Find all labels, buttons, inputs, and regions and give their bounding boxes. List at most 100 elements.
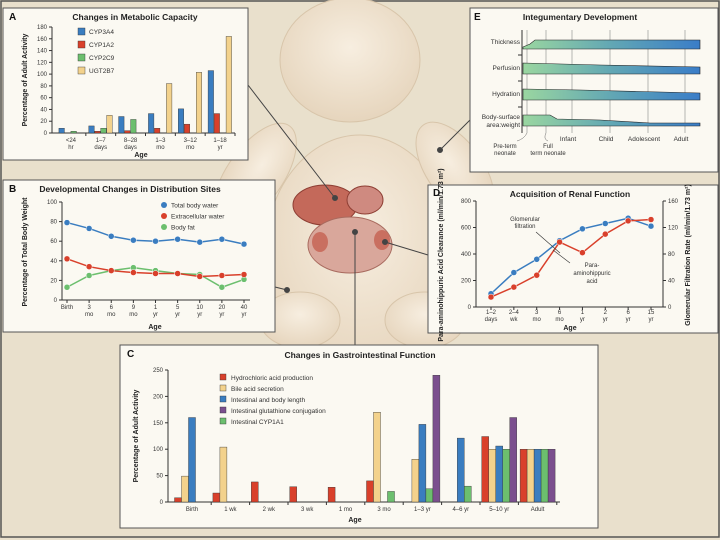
legend-swatch bbox=[77, 66, 86, 75]
y-tick-label: 200 bbox=[461, 279, 472, 285]
y-tick-label-right: 40 bbox=[668, 279, 675, 285]
y-tick-label: 600 bbox=[461, 226, 472, 232]
y-tick-label-right: 80 bbox=[668, 252, 675, 258]
bar-bile-acid-secretion bbox=[373, 412, 381, 503]
legend-swatch bbox=[77, 53, 86, 62]
bar-hydrochloric-acid-production bbox=[519, 449, 528, 503]
y-tick-label: 400 bbox=[461, 252, 472, 258]
x-tick-label: 15 yr bbox=[648, 310, 655, 323]
body-fat-point bbox=[63, 284, 71, 291]
x-tick-label: 8–28 days bbox=[124, 138, 138, 151]
y-tick-label: 40 bbox=[40, 107, 47, 113]
extracellular-water-point bbox=[174, 270, 181, 277]
bar-intestinal-glutathione-conjugation bbox=[547, 449, 556, 503]
kidney-icon bbox=[374, 230, 390, 250]
legend-marker bbox=[161, 202, 167, 208]
annotation-para-aminohippuric-acid: Para-aminohippuric acid bbox=[573, 263, 610, 285]
y-tick-label: 100 bbox=[37, 72, 48, 78]
y-tick-label: 20 bbox=[40, 119, 47, 125]
y-tick-label: 80 bbox=[50, 220, 57, 226]
bar-hydrochloric-acid-production bbox=[289, 486, 297, 503]
body-fat-point bbox=[218, 284, 226, 291]
y-tick-label: 80 bbox=[40, 84, 47, 90]
glomerular-filtration-point bbox=[510, 269, 518, 276]
x-tick-label: 1–3 mo bbox=[155, 138, 166, 151]
panel-label-c: C bbox=[127, 349, 134, 360]
y-axis-label-a: Percentage of Adult Activity bbox=[22, 33, 29, 126]
stage-label: Pre-term neonate bbox=[493, 144, 516, 157]
bar-cyp3a4 bbox=[148, 113, 155, 134]
glomerular-filtration-point bbox=[533, 256, 540, 263]
x-tick-label: <24 hr bbox=[66, 138, 77, 151]
para-aminohippuric-acid-point bbox=[624, 217, 632, 225]
bar-cyp1a2 bbox=[94, 131, 101, 134]
panel-a bbox=[2, 7, 249, 161]
y-tick-label: 60 bbox=[40, 96, 47, 102]
band-body-surface bbox=[522, 114, 701, 127]
chart-title-a: Changes in Metabolic Capacity bbox=[72, 12, 197, 22]
panel-b bbox=[2, 179, 276, 333]
row-label: Hydration bbox=[492, 91, 520, 98]
bar-intestinal-cyp1a1 bbox=[502, 449, 510, 503]
para-aminohippuric-acid-point bbox=[579, 249, 586, 256]
bar-cyp2c9 bbox=[130, 119, 137, 134]
y-tick-label: 0 bbox=[468, 305, 472, 311]
y-tick-label-right: 160 bbox=[668, 199, 679, 205]
panel-c bbox=[119, 344, 599, 529]
x-tick-label: 3 mo bbox=[85, 305, 94, 318]
x-tick-label: 1–2 days bbox=[485, 310, 498, 323]
panel-d bbox=[427, 184, 719, 334]
panel-label-e: E bbox=[474, 12, 481, 23]
x-tick-label: 3–12 mo bbox=[184, 138, 198, 151]
y-tick-label: 0 bbox=[54, 298, 58, 304]
y-tick-label: 20 bbox=[50, 278, 57, 284]
bar-cyp2c9 bbox=[70, 131, 77, 134]
stage-pointer bbox=[516, 132, 528, 142]
para-aminohippuric-acid-point bbox=[487, 293, 495, 301]
extracellular-water-point bbox=[63, 255, 71, 263]
bar-ugt2b7 bbox=[225, 36, 232, 134]
y-tick-label: 120 bbox=[37, 60, 48, 66]
y-tick-label: 60 bbox=[50, 239, 57, 245]
chart-title-e: Integumentary Development bbox=[523, 12, 637, 22]
x-tick-label: 4–6 yr bbox=[452, 507, 469, 513]
panel-label-b: B bbox=[9, 184, 16, 195]
x-axis-label-d: Age bbox=[563, 325, 576, 332]
y-tick-label: 100 bbox=[153, 447, 164, 453]
x-tick-label: 2 yr bbox=[603, 310, 608, 323]
bar-cyp3a4 bbox=[178, 108, 184, 134]
bar-intestinal-and-body-length bbox=[457, 437, 465, 503]
bar-cyp3a4 bbox=[58, 128, 65, 134]
total-body-water-point bbox=[152, 237, 159, 245]
stage-label: Adolescent bbox=[628, 136, 660, 143]
stage-label: Adult bbox=[674, 136, 689, 143]
y-tick-label: 250 bbox=[153, 368, 164, 374]
stage-label: Full term neonate bbox=[530, 144, 566, 157]
bar-intestinal-and-body-length bbox=[495, 445, 503, 503]
annotation-pointer bbox=[552, 249, 571, 264]
legend-label: CYP3A4 bbox=[89, 29, 114, 36]
bar-cyp1a2 bbox=[213, 113, 220, 134]
y-tick-label-right: 120 bbox=[668, 226, 679, 232]
x-tick-label: 9 mo bbox=[129, 305, 138, 318]
bar-intestinal-glutathione-conjugation bbox=[509, 417, 517, 503]
x-tick-label: 1–18 yr bbox=[213, 138, 227, 151]
intestines-icon bbox=[307, 216, 393, 274]
legend-label: Intestinal CYP1A1 bbox=[231, 419, 284, 426]
x-tick-label: 1 wk bbox=[224, 507, 237, 513]
chart-title-c: Changes in Gastrointestinal Function bbox=[284, 350, 435, 360]
panel-label-d: D bbox=[433, 188, 440, 199]
para-aminohippuric-acid-line bbox=[490, 218, 652, 298]
kidney-icon bbox=[312, 232, 328, 252]
stage-label: Child bbox=[599, 136, 614, 143]
connectors bbox=[247, 84, 471, 345]
x-tick-label: 10 yr bbox=[196, 305, 203, 318]
x-tick-label: 3 wk bbox=[301, 507, 314, 513]
y-tick-label: 800 bbox=[461, 199, 472, 205]
bar-bile-acid-secretion bbox=[526, 449, 535, 503]
bar-intestinal-and-body-length bbox=[533, 449, 542, 503]
bar-cyp2c9 bbox=[100, 128, 107, 134]
legend-label: Intestinal and body length bbox=[231, 397, 305, 404]
bar-cyp1a2 bbox=[184, 123, 190, 134]
